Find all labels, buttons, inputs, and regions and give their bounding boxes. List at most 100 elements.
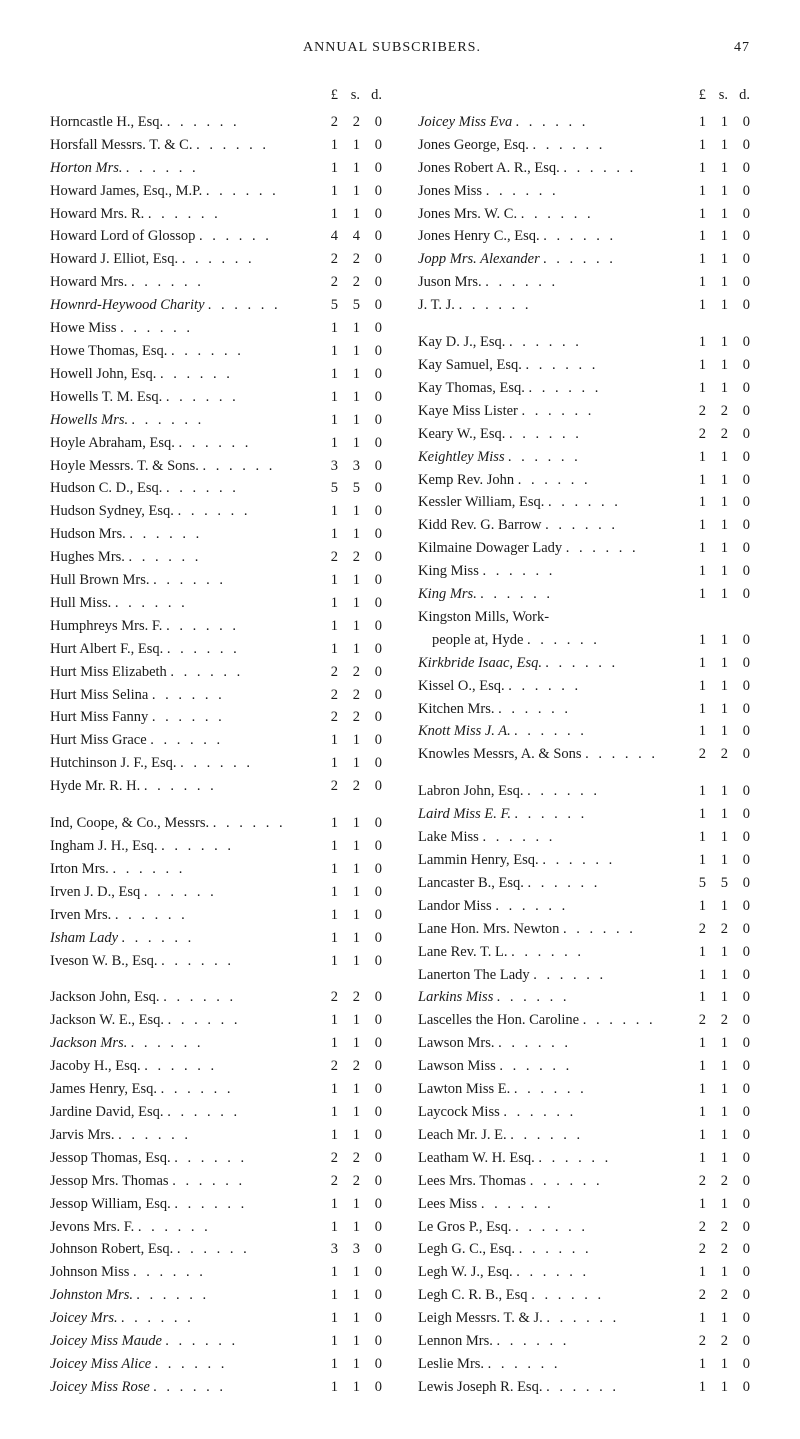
subscriber-row: Jones Miss . . . . . .110 bbox=[418, 180, 750, 203]
leader-dots: . . . . . . bbox=[161, 1081, 234, 1097]
amount-l: 2 bbox=[316, 661, 338, 684]
amount-d: 0 bbox=[728, 331, 750, 354]
amount-l: 1 bbox=[316, 1330, 338, 1353]
amount-l: 1 bbox=[684, 720, 706, 743]
subscriber-row: Lees Miss . . . . . .110 bbox=[418, 1193, 750, 1216]
amount-l: 1 bbox=[684, 1032, 706, 1055]
amount-s: 5 bbox=[338, 294, 360, 317]
amount-d: 0 bbox=[360, 812, 382, 835]
amount-d: 0 bbox=[360, 317, 382, 340]
subscriber-row: Jardine David, Esq. . . . . . .110 bbox=[50, 1101, 382, 1124]
subscriber-row: J. T. J. . . . . . .110 bbox=[418, 294, 750, 317]
amount-s: 1 bbox=[338, 1261, 360, 1284]
amount-l: 1 bbox=[684, 1261, 706, 1284]
subscriber-row: James Henry, Esq. . . . . . .110 bbox=[50, 1078, 382, 1101]
subscriber-name: Joicey Miss Maude . . . . . . bbox=[50, 1330, 316, 1353]
amount-s: 1 bbox=[706, 1101, 728, 1124]
amount-l: 1 bbox=[316, 386, 338, 409]
amount-l: 2 bbox=[684, 400, 706, 423]
amount-l: 1 bbox=[684, 560, 706, 583]
leader-dots: . . . . . . bbox=[196, 137, 269, 153]
amount-d: 0 bbox=[728, 964, 750, 987]
amount-s: 2 bbox=[706, 743, 728, 766]
amount-l: 4 bbox=[316, 225, 338, 248]
subscriber-name: Hownrd-Heywood Charity . . . . . . bbox=[50, 294, 316, 317]
section-gap bbox=[418, 766, 750, 780]
leader-dots: . . . . . . bbox=[168, 1012, 241, 1028]
subscriber-row: Lancaster B., Esq. . . . . . .550 bbox=[418, 872, 750, 895]
amount-d: 0 bbox=[728, 560, 750, 583]
amount-d: 0 bbox=[360, 927, 382, 950]
amount-d: 0 bbox=[360, 386, 382, 409]
amount-d: 0 bbox=[728, 780, 750, 803]
subscriber-row: Jackson Mrs. . . . . . .110 bbox=[50, 1032, 382, 1055]
amount-l: 2 bbox=[684, 918, 706, 941]
amount-l: 1 bbox=[316, 1376, 338, 1399]
leader-dots: . . . . . . bbox=[153, 572, 226, 588]
amount-s: 1 bbox=[706, 895, 728, 918]
amount-l: 1 bbox=[684, 629, 706, 652]
subscriber-name: Irven Mrs. . . . . . . bbox=[50, 904, 316, 927]
subscriber-row: Hughes Mrs. . . . . . .220 bbox=[50, 546, 382, 569]
subscriber-row: Lennon Mrs. . . . . . .220 bbox=[418, 1330, 750, 1353]
subscriber-row: Knowles Messrs, A. & Sons . . . . . .220 bbox=[418, 743, 750, 766]
subscriber-row: Lammin Henry, Esq. . . . . . .110 bbox=[418, 849, 750, 872]
leader-dots: . . . . . . bbox=[137, 1287, 210, 1303]
leader-dots: . . . . . . bbox=[538, 1150, 611, 1166]
subscriber-row: Ingham J. H., Esq. . . . . . .110 bbox=[50, 835, 382, 858]
amount-l: 1 bbox=[316, 812, 338, 835]
subscriber-row: Hoyle Messrs. T. & Sons. . . . . . .330 bbox=[50, 455, 382, 478]
amount-l: 1 bbox=[316, 950, 338, 973]
amount-l: 1 bbox=[684, 964, 706, 987]
subscriber-name: Johnston Mrs. . . . . . . bbox=[50, 1284, 316, 1307]
leader-dots: . . . . . . bbox=[132, 412, 205, 428]
subscriber-name: Jevons Mrs. F. . . . . . . bbox=[50, 1216, 316, 1239]
amount-d: 0 bbox=[728, 1261, 750, 1284]
leader-dots: . . . . . . bbox=[213, 815, 286, 831]
amount-l: 1 bbox=[684, 1193, 706, 1216]
leader-dots: . . . . . . bbox=[563, 921, 636, 937]
subscriber-name: Laycock Miss . . . . . . bbox=[418, 1101, 684, 1124]
amount-d: 0 bbox=[360, 455, 382, 478]
subscriber-row: Knott Miss J. A. . . . . . .110 bbox=[418, 720, 750, 743]
subscriber-name: Kissel O., Esq. . . . . . . bbox=[418, 675, 684, 698]
subscriber-row: Kirkbride Isaac, Esq. . . . . . .110 bbox=[418, 652, 750, 675]
amount-l: 2 bbox=[684, 1170, 706, 1193]
amount-s: 5 bbox=[338, 477, 360, 500]
subscriber-name: Kessler William, Esq. . . . . . . bbox=[418, 491, 684, 514]
subscriber-name: Kay Samuel, Esq. . . . . . . bbox=[418, 354, 684, 377]
subscriber-row: Howe Miss . . . . . .110 bbox=[50, 317, 382, 340]
amount-d: 0 bbox=[728, 1055, 750, 1078]
amount-l: 5 bbox=[316, 294, 338, 317]
amount-d: 0 bbox=[728, 986, 750, 1009]
subscriber-name: Johnson Robert, Esq. . . . . . . bbox=[50, 1238, 316, 1261]
amount-s: 1 bbox=[338, 1353, 360, 1376]
leader-dots: . . . . . . bbox=[485, 274, 558, 290]
amount-l: 2 bbox=[316, 271, 338, 294]
subscriber-row: Kessler William, Esq. . . . . . .110 bbox=[418, 491, 750, 514]
amount-s: 2 bbox=[338, 986, 360, 1009]
amount-s: 1 bbox=[706, 826, 728, 849]
subscriber-name: Hurt Miss Fanny . . . . . . bbox=[50, 706, 316, 729]
amount-s: 1 bbox=[706, 675, 728, 698]
leader-dots: . . . . . . bbox=[499, 1058, 572, 1074]
amount-l: 1 bbox=[316, 1353, 338, 1376]
amount-s: 1 bbox=[706, 248, 728, 271]
subscriber-row: Labron John, Esq. . . . . . .110 bbox=[418, 780, 750, 803]
subscriber-row: Landor Miss . . . . . .110 bbox=[418, 895, 750, 918]
amount-d: 0 bbox=[360, 729, 382, 752]
subscriber-name: Howard James, Esq., M.P. . . . . . . bbox=[50, 180, 316, 203]
subscriber-row: Jevons Mrs. F. . . . . . .110 bbox=[50, 1216, 382, 1239]
leader-dots: . . . . . . bbox=[509, 426, 582, 442]
amount-l: 2 bbox=[316, 1147, 338, 1170]
subscriber-name: Lanerton The Lady . . . . . . bbox=[418, 964, 684, 987]
amount-d: 0 bbox=[360, 858, 382, 881]
leader-dots: . . . . . . bbox=[163, 989, 236, 1005]
amount-d: 0 bbox=[728, 1170, 750, 1193]
amount-s: 2 bbox=[706, 1284, 728, 1307]
amount-d: 0 bbox=[728, 849, 750, 872]
leader-dots: . . . . . . bbox=[488, 1356, 561, 1372]
subscriber-row: Hurt Miss Fanny . . . . . .220 bbox=[50, 706, 382, 729]
amount-l: 1 bbox=[316, 835, 338, 858]
amount-d: 0 bbox=[360, 248, 382, 271]
